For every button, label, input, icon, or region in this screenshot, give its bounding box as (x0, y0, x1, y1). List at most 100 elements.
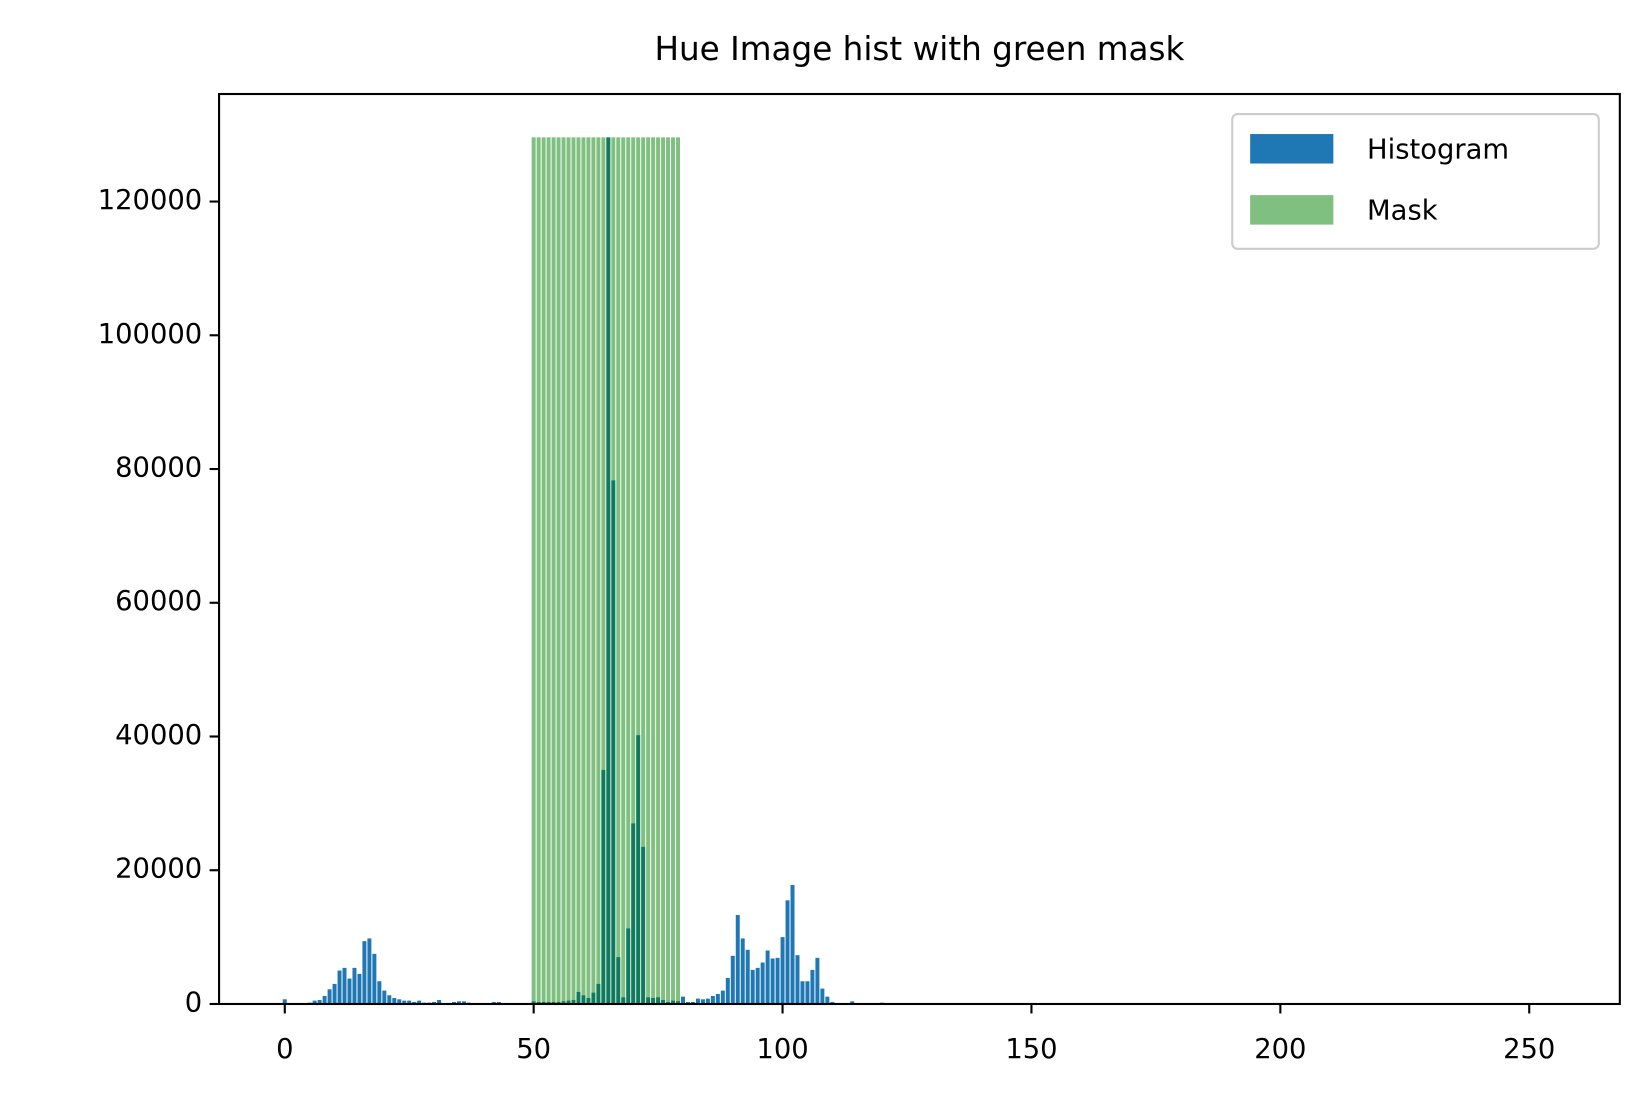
bar (815, 957, 820, 1004)
bar (750, 969, 755, 1004)
bar (317, 999, 322, 1004)
bar (646, 137, 651, 1004)
bar (596, 137, 601, 1004)
bar (755, 967, 760, 1004)
bar (626, 137, 631, 1004)
bar (695, 998, 700, 1004)
bar (576, 137, 581, 1004)
bar (775, 957, 780, 1004)
bar (337, 970, 342, 1004)
bar (546, 137, 551, 1004)
bar (571, 137, 576, 1004)
bar (661, 137, 666, 1004)
bar (735, 915, 740, 1004)
bar (407, 1000, 412, 1004)
bar (556, 137, 561, 1004)
bar (347, 978, 352, 1004)
bar (770, 958, 775, 1004)
bar (342, 967, 347, 1004)
legend-swatch (1250, 195, 1334, 225)
y-tick-label: 120000 (98, 185, 203, 216)
bar (780, 937, 785, 1004)
bar (417, 1000, 422, 1004)
legend-label: Histogram (1367, 134, 1509, 165)
bar (566, 137, 571, 1004)
x-tick-label: 200 (1254, 1034, 1306, 1065)
bar (357, 973, 362, 1004)
bar (730, 955, 735, 1004)
bar (636, 137, 641, 1004)
bar (745, 949, 750, 1004)
bar (581, 137, 586, 1004)
bar (377, 981, 382, 1004)
bar (397, 999, 402, 1004)
bar (715, 993, 720, 1004)
bar (656, 137, 661, 1004)
bar (820, 988, 825, 1004)
bar (352, 967, 357, 1004)
bar (551, 137, 556, 1004)
bar (387, 995, 392, 1004)
y-tick-label: 0 (185, 987, 202, 1018)
legend-label: Mask (1367, 195, 1438, 226)
bar (362, 941, 367, 1004)
bar (700, 999, 705, 1004)
y-tick-label: 80000 (115, 453, 202, 484)
bar (586, 137, 591, 1004)
bar (616, 137, 621, 1004)
bar (536, 137, 541, 1004)
bar (327, 989, 332, 1004)
bar (641, 137, 646, 1004)
bar (541, 137, 546, 1004)
y-tick-label: 100000 (98, 319, 203, 350)
bar (825, 996, 830, 1004)
x-tick-label: 150 (1005, 1034, 1057, 1065)
chart-title: Hue Image hist with green mask (654, 30, 1184, 68)
bar (666, 137, 671, 1004)
x-tick-label: 50 (516, 1034, 551, 1065)
bar (611, 137, 616, 1004)
bar (631, 137, 636, 1004)
bar (795, 955, 800, 1004)
bar (601, 137, 606, 1004)
bar (372, 953, 377, 1004)
bar (392, 997, 397, 1004)
bar (720, 990, 725, 1004)
bar (705, 998, 710, 1004)
bar (760, 962, 765, 1004)
bar (810, 969, 815, 1004)
bar (457, 1001, 461, 1004)
bar (681, 996, 685, 1004)
bar (800, 981, 805, 1004)
bar (332, 983, 337, 1004)
bar (591, 137, 596, 1004)
bar (312, 1000, 317, 1004)
bar (790, 884, 795, 1004)
bar (382, 990, 387, 1004)
bar (651, 137, 656, 1004)
bar (561, 137, 566, 1004)
bar (671, 137, 676, 1004)
bar (437, 999, 442, 1004)
bar (606, 137, 611, 1004)
bar (531, 137, 536, 1004)
y-tick-label: 20000 (115, 854, 202, 885)
bar (765, 950, 770, 1004)
bar (710, 995, 715, 1004)
bar (785, 900, 790, 1004)
legend-swatch (1250, 134, 1334, 164)
bar (850, 1001, 855, 1004)
bar (367, 938, 372, 1004)
x-tick-label: 100 (756, 1034, 808, 1065)
bar (805, 981, 810, 1004)
bar (676, 137, 681, 1004)
plot-frame (218, 92, 1621, 1006)
bar (282, 999, 287, 1004)
y-tick-label: 40000 (115, 720, 202, 751)
y-tick-label: 60000 (115, 586, 202, 617)
x-tick-label: 250 (1503, 1034, 1555, 1065)
x-tick-label: 0 (276, 1034, 293, 1065)
bar (725, 977, 730, 1004)
